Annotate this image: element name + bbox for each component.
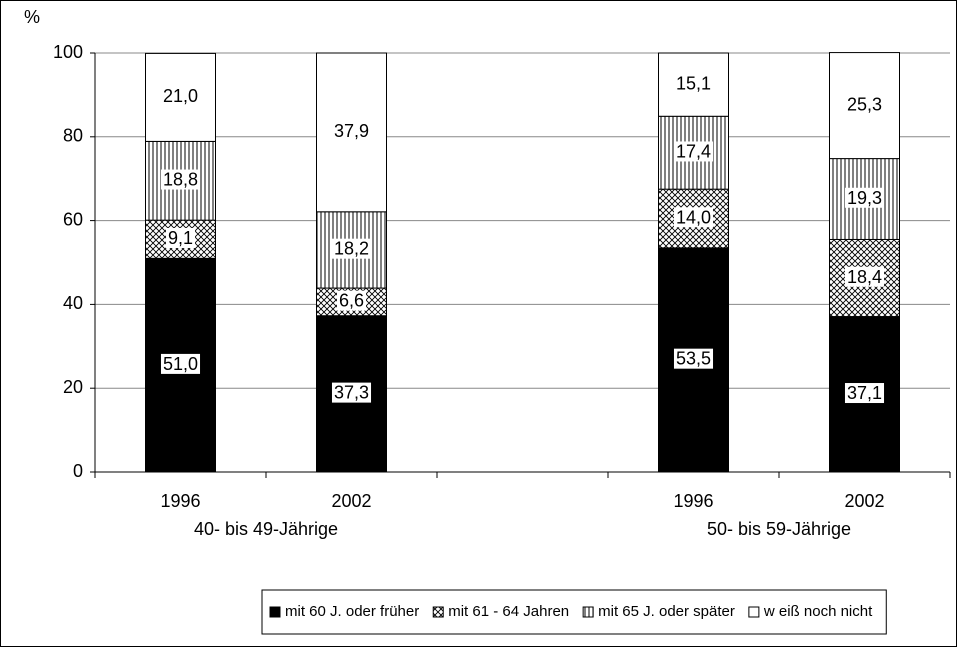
- value-label: 18,4: [847, 267, 882, 287]
- y-tick-label: 40: [63, 293, 83, 313]
- value-label-bg: [331, 121, 372, 142]
- value-label-bg: [160, 353, 201, 374]
- y-tick-label: 20: [63, 377, 83, 397]
- value-label: 18,2: [334, 239, 369, 259]
- y-tick-label: 80: [63, 126, 83, 146]
- value-label: 15,1: [676, 73, 711, 93]
- y-tick-label: 0: [73, 461, 83, 481]
- legend-swatch: [748, 606, 760, 618]
- value-label-bg: [331, 238, 372, 259]
- y-tick-label: 100: [53, 42, 83, 62]
- x-tick-label: 1996: [160, 491, 200, 511]
- legend-label: w eiß noch nicht: [763, 603, 873, 620]
- value-label-bg: [165, 227, 196, 248]
- value-label-bg: [331, 382, 372, 403]
- value-label-bg: [673, 141, 714, 162]
- value-label: 9,1: [168, 228, 193, 248]
- value-label: 19,3: [847, 188, 882, 208]
- value-label-bg: [844, 94, 885, 115]
- value-label-bg: [673, 73, 714, 94]
- value-label: 14,0: [676, 207, 711, 227]
- x-tick-label: 2002: [331, 491, 371, 511]
- value-label: 51,0: [163, 354, 198, 374]
- value-label: 37,3: [334, 383, 369, 403]
- x-tick-label: 1996: [673, 491, 713, 511]
- value-label: 37,9: [334, 121, 369, 141]
- x-tick-label: 2002: [844, 491, 884, 511]
- value-label: 37,1: [847, 383, 882, 403]
- value-label: 53,5: [676, 349, 711, 369]
- value-label-bg: [844, 187, 885, 208]
- legend-box: [261, 589, 887, 635]
- value-label: 18,8: [163, 170, 198, 190]
- value-label-bg: [673, 207, 714, 228]
- value-label: 21,0: [163, 86, 198, 106]
- value-label-bg: [336, 290, 367, 311]
- value-label-bg: [844, 383, 885, 404]
- value-label-bg: [673, 348, 714, 369]
- legend-label: mit 60 J. oder früher: [285, 603, 419, 620]
- legend-swatch: [432, 606, 444, 618]
- legend-swatch: [582, 606, 594, 618]
- legend-label: mit 61 - 64 Jahren: [448, 603, 569, 620]
- y-tick-label: 60: [63, 209, 83, 229]
- y-axis-label: %: [24, 7, 40, 27]
- value-label: 6,6: [339, 291, 364, 311]
- value-label: 17,4: [676, 141, 711, 161]
- value-label-bg: [160, 86, 201, 107]
- legend: mit 60 J. oder früher mit 61 - 64 Jahren m…: [261, 589, 887, 635]
- group-label: 40- bis 49-Jährige: [194, 519, 338, 539]
- legend-swatch: [269, 606, 281, 618]
- value-label-bg: [160, 169, 201, 190]
- legend-label: mit 65 J. oder später: [598, 603, 735, 620]
- group-label: 50- bis 59-Jährige: [707, 519, 851, 539]
- value-label: 25,3: [847, 94, 882, 114]
- value-label-bg: [844, 266, 885, 287]
